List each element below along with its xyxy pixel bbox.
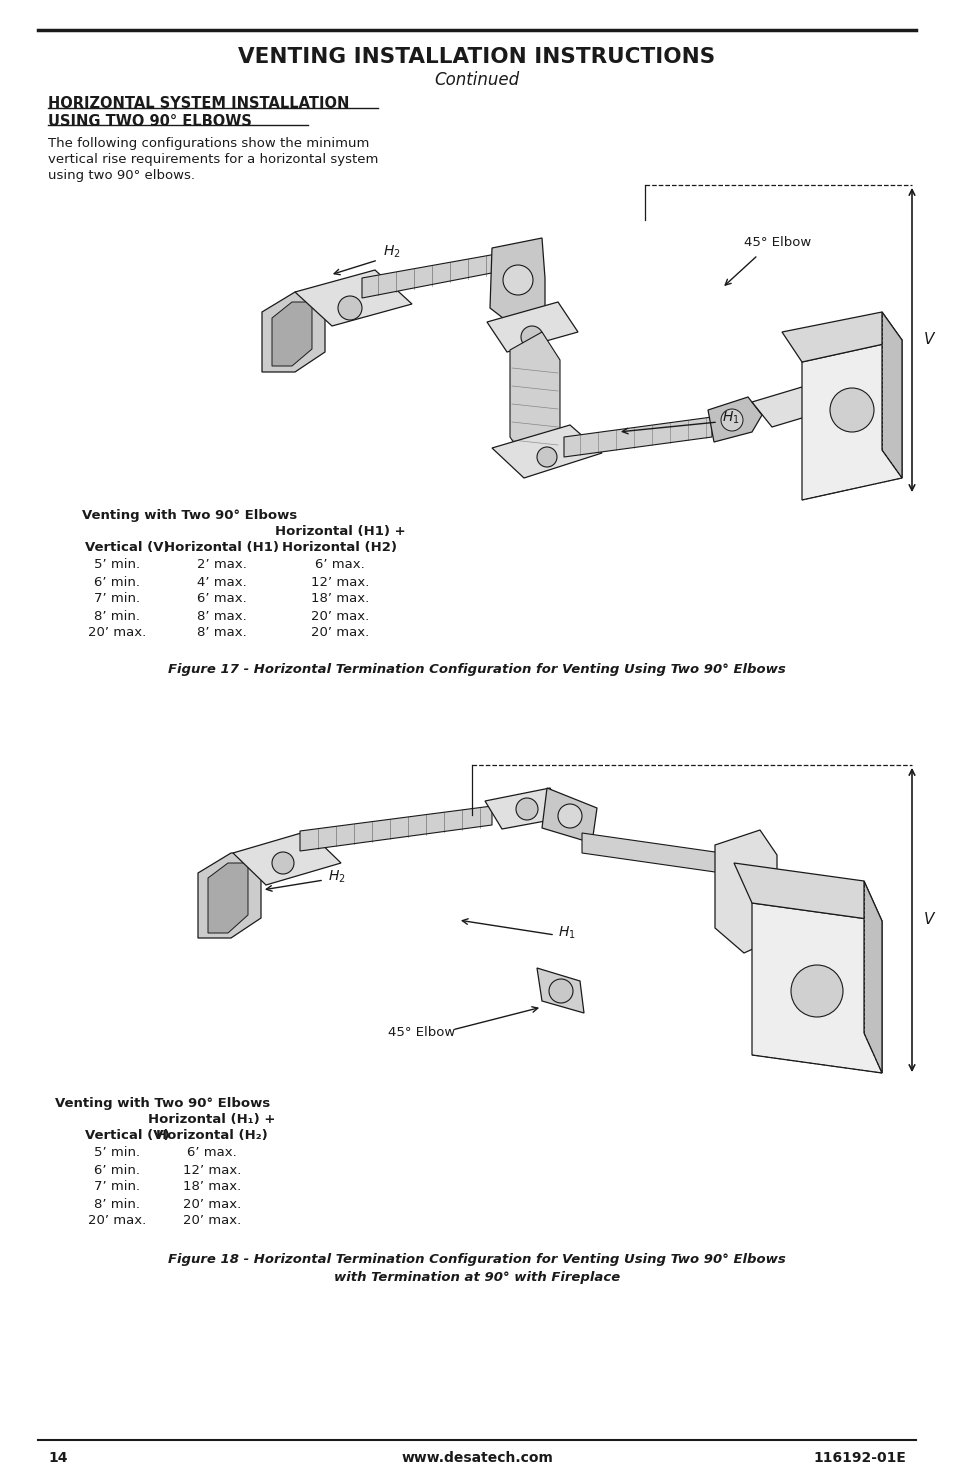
Text: vertical rise requirements for a horizontal system: vertical rise requirements for a horizon… bbox=[48, 152, 378, 165]
Polygon shape bbox=[537, 968, 583, 1013]
Polygon shape bbox=[714, 830, 776, 953]
Text: 8’ max.: 8’ max. bbox=[197, 627, 247, 640]
Text: Venting with Two 90° Elbows: Venting with Two 90° Elbows bbox=[55, 1096, 271, 1109]
Text: Horizontal (H₂): Horizontal (H₂) bbox=[156, 1128, 268, 1142]
Text: Venting with Two 90° Elbows: Venting with Two 90° Elbows bbox=[82, 509, 297, 522]
Text: 20’ max.: 20’ max. bbox=[183, 1214, 241, 1227]
Text: V: V bbox=[923, 913, 933, 928]
Circle shape bbox=[502, 266, 533, 295]
Polygon shape bbox=[361, 254, 501, 298]
Text: 20’ max.: 20’ max. bbox=[183, 1198, 241, 1211]
Text: 7’ min.: 7’ min. bbox=[93, 593, 140, 606]
Circle shape bbox=[829, 388, 873, 432]
Text: Horizontal (H1): Horizontal (H1) bbox=[164, 540, 279, 553]
Text: 5’ min.: 5’ min. bbox=[93, 559, 140, 571]
Polygon shape bbox=[484, 788, 566, 829]
Text: 116192-01E: 116192-01E bbox=[812, 1451, 905, 1465]
Circle shape bbox=[337, 296, 361, 320]
Polygon shape bbox=[882, 313, 901, 478]
Text: 20’ max.: 20’ max. bbox=[88, 1214, 146, 1227]
Circle shape bbox=[537, 447, 557, 468]
Text: 45° Elbow: 45° Elbow bbox=[388, 1027, 456, 1040]
Text: V: V bbox=[923, 332, 933, 348]
Text: Vertical (V): Vertical (V) bbox=[85, 540, 170, 553]
Circle shape bbox=[790, 965, 842, 1016]
Text: 6’ min.: 6’ min. bbox=[94, 575, 140, 589]
Text: 18’ max.: 18’ max. bbox=[311, 593, 369, 606]
Circle shape bbox=[548, 979, 573, 1003]
Text: $H_1$: $H_1$ bbox=[558, 925, 575, 941]
Polygon shape bbox=[563, 417, 711, 457]
Polygon shape bbox=[781, 313, 901, 361]
Polygon shape bbox=[801, 341, 901, 500]
Text: Figure 18 - Horizontal Termination Configuration for Venting Using Two 90° Elbow: Figure 18 - Horizontal Termination Confi… bbox=[168, 1254, 785, 1267]
Polygon shape bbox=[751, 386, 821, 426]
Polygon shape bbox=[294, 270, 412, 326]
Text: 14: 14 bbox=[48, 1451, 68, 1465]
Text: 20’ max.: 20’ max. bbox=[311, 609, 369, 622]
Text: 20’ max.: 20’ max. bbox=[311, 627, 369, 640]
Polygon shape bbox=[299, 805, 492, 851]
Text: USING TWO 90° ELBOWS: USING TWO 90° ELBOWS bbox=[48, 114, 252, 128]
Polygon shape bbox=[581, 833, 721, 873]
Text: 12’ max.: 12’ max. bbox=[183, 1164, 241, 1177]
Text: 6’ max.: 6’ max. bbox=[187, 1146, 236, 1159]
Text: Figure 17 - Horizontal Termination Configuration for Venting Using Two 90° Elbow: Figure 17 - Horizontal Termination Confi… bbox=[168, 664, 785, 677]
Text: VENTING INSTALLATION INSTRUCTIONS: VENTING INSTALLATION INSTRUCTIONS bbox=[238, 47, 715, 66]
Text: 2’ max.: 2’ max. bbox=[197, 559, 247, 571]
Text: 20’ max.: 20’ max. bbox=[88, 627, 146, 640]
Circle shape bbox=[272, 853, 294, 875]
Polygon shape bbox=[490, 237, 544, 324]
Text: 6’ max.: 6’ max. bbox=[197, 593, 247, 606]
Text: 18’ max.: 18’ max. bbox=[183, 1180, 241, 1193]
Text: HORIZONTAL SYSTEM INSTALLATION: HORIZONTAL SYSTEM INSTALLATION bbox=[48, 96, 355, 112]
Text: 8’ min.: 8’ min. bbox=[94, 609, 140, 622]
Text: $H_1$: $H_1$ bbox=[721, 410, 739, 426]
Text: The following configurations show the minimum: The following configurations show the mi… bbox=[48, 137, 369, 149]
Text: 6’ min.: 6’ min. bbox=[94, 1164, 140, 1177]
Circle shape bbox=[520, 326, 542, 348]
Polygon shape bbox=[272, 302, 312, 366]
Circle shape bbox=[516, 798, 537, 820]
Polygon shape bbox=[863, 881, 882, 1072]
Text: 4’ max.: 4’ max. bbox=[197, 575, 247, 589]
Text: www.desatech.com: www.desatech.com bbox=[400, 1451, 553, 1465]
Text: 45° Elbow: 45° Elbow bbox=[743, 236, 810, 248]
Text: 6’ max.: 6’ max. bbox=[314, 559, 364, 571]
Polygon shape bbox=[541, 788, 597, 844]
Text: $H_2$: $H_2$ bbox=[328, 869, 345, 885]
Polygon shape bbox=[733, 863, 882, 920]
Text: 5’ min.: 5’ min. bbox=[93, 1146, 140, 1159]
Text: 12’ max.: 12’ max. bbox=[311, 575, 369, 589]
Polygon shape bbox=[492, 425, 601, 478]
Polygon shape bbox=[208, 863, 248, 934]
Text: Horizontal (H2): Horizontal (H2) bbox=[282, 540, 397, 553]
Polygon shape bbox=[510, 332, 559, 462]
Text: 7’ min.: 7’ min. bbox=[93, 1180, 140, 1193]
Text: 8’ max.: 8’ max. bbox=[197, 609, 247, 622]
Text: with Termination at 90° with Fireplace: with Termination at 90° with Fireplace bbox=[334, 1270, 619, 1283]
Polygon shape bbox=[233, 830, 340, 885]
Circle shape bbox=[558, 804, 581, 827]
Text: Vertical (V): Vertical (V) bbox=[85, 1128, 170, 1142]
Text: Horizontal (H1) +: Horizontal (H1) + bbox=[274, 525, 405, 537]
Text: $H_2$: $H_2$ bbox=[383, 243, 400, 260]
Text: Horizontal (H₁) +: Horizontal (H₁) + bbox=[148, 1112, 275, 1125]
Polygon shape bbox=[751, 903, 882, 1072]
Text: Continued: Continued bbox=[434, 71, 519, 88]
Text: using two 90° elbows.: using two 90° elbows. bbox=[48, 168, 194, 181]
Polygon shape bbox=[198, 853, 261, 938]
Circle shape bbox=[720, 409, 742, 431]
Polygon shape bbox=[707, 397, 761, 442]
Text: 8’ min.: 8’ min. bbox=[94, 1198, 140, 1211]
Polygon shape bbox=[262, 292, 325, 372]
Polygon shape bbox=[486, 302, 578, 353]
